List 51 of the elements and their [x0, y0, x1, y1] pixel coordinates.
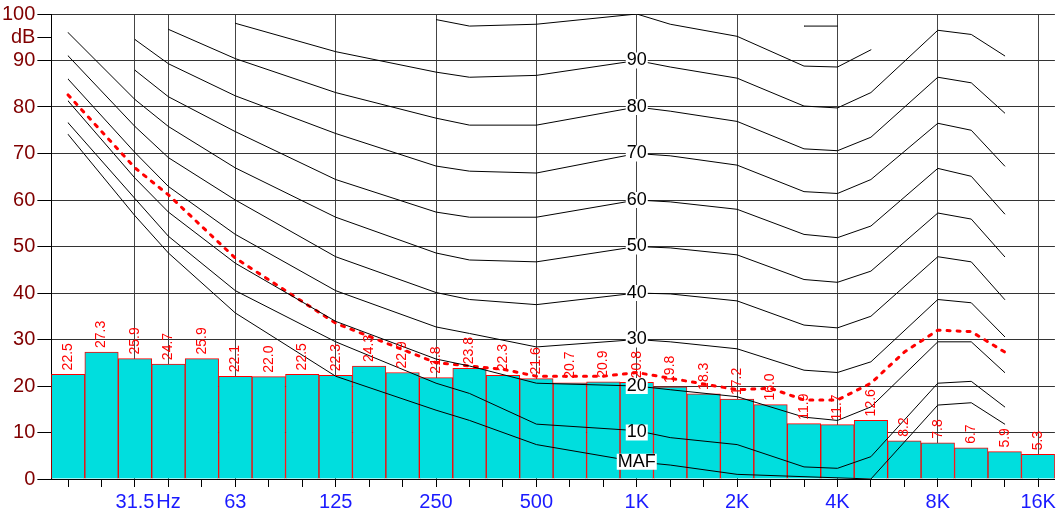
y-tick-label: 20	[13, 373, 36, 396]
annotation: 90	[626, 49, 647, 70]
data-label: 22.5	[293, 342, 310, 371]
data-label: 7.8	[928, 419, 945, 439]
x-tick-label: 31.5	[115, 489, 155, 512]
x-tick-label: 4K	[825, 489, 851, 512]
data-label: 22.0	[259, 345, 276, 373]
data-label: 6.7	[962, 424, 979, 444]
y-tick-label: 10	[13, 420, 36, 443]
y-tick-label: dB	[10, 24, 36, 47]
x-tick-label: 63	[224, 489, 247, 512]
data-label: 18.3	[694, 362, 711, 390]
x-tick-label: 500	[519, 489, 554, 512]
y-tick-label: 60	[13, 187, 36, 210]
x-tick-label: 2K	[724, 489, 750, 512]
data-label: 21.8	[426, 346, 443, 374]
y-tick-label: 30	[13, 327, 36, 350]
y-tick-label: 50	[13, 234, 36, 257]
data-label: 20.8	[627, 350, 644, 379]
annotation: 70	[626, 142, 647, 163]
y-tick-label: 90	[13, 48, 36, 71]
x-tick-label: 1K	[624, 489, 650, 512]
data-label: 21.6	[527, 347, 544, 375]
y-tick-label: 100	[1, 1, 36, 24]
data-label: 23.8	[460, 336, 477, 365]
x-tick-label: Hz	[156, 489, 181, 512]
data-label: 22.9	[393, 341, 410, 369]
x-tick-label: 250	[419, 489, 453, 512]
data-label: 12.6	[861, 388, 878, 417]
y-tick-label: 70	[13, 141, 36, 164]
x-tick-label: 16K	[1020, 489, 1057, 512]
data-label: 25.9	[125, 327, 142, 355]
data-label: 17.2	[727, 367, 744, 396]
data-label: 25.9	[192, 327, 209, 355]
data-label: 11.9	[794, 393, 811, 420]
data-label: 5.3	[1029, 430, 1046, 451]
data-label: 5.9	[995, 427, 1012, 448]
annotation: 50	[626, 235, 647, 256]
annotation: 30	[626, 328, 647, 349]
data-label: 22.5	[58, 342, 75, 371]
data-label: 8.2	[895, 417, 912, 437]
data-label: 24.7	[159, 332, 176, 361]
x-tick-label: 125	[319, 489, 353, 512]
data-label: 27.3	[92, 320, 109, 349]
data-label: 22.1	[226, 344, 243, 373]
y-tick-label: 40	[13, 280, 36, 303]
y-tick-label: 0	[24, 466, 36, 489]
data-label: 22.3	[326, 343, 343, 372]
y-tick-label: 80	[13, 94, 36, 117]
annotation: 10	[626, 421, 647, 442]
x-tick-label: 8K	[925, 489, 951, 512]
